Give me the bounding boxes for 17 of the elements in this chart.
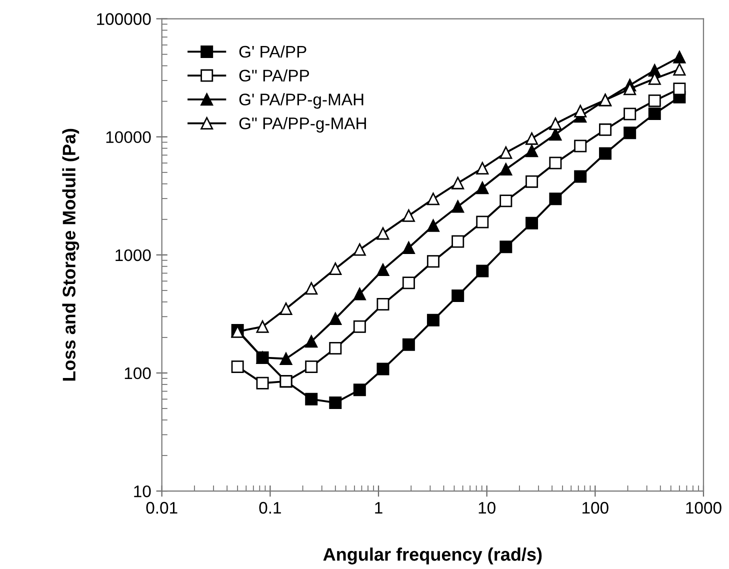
x-tick-label: 10	[478, 502, 496, 514]
y-tick-label: 1000	[116, 249, 151, 262]
x-tick-label: 0.1	[259, 502, 281, 514]
x-axis-title: Angular frequency (rad/s)	[323, 548, 542, 564]
x-tick-label: 100	[582, 502, 608, 514]
y-axis-title: Loss and Storage Moduli (Pa)	[62, 128, 80, 381]
legend-label: G' PA/PP-g-MAH	[239, 93, 364, 109]
x-tick-label: 1000	[686, 502, 722, 514]
y-tick-label: 10000	[106, 131, 151, 144]
y-tick-label: 100	[124, 367, 151, 380]
y-tick-label: 100000	[97, 13, 151, 25]
legend-label: G' PA/PP	[239, 45, 306, 58]
legend-label: G" PA/PP-g-MAH	[239, 117, 366, 133]
y-tick-label: 10	[134, 485, 151, 498]
x-tick-label: 0.01	[146, 502, 178, 514]
legend-label: G" PA/PP	[239, 69, 310, 82]
x-tick-label: 1	[375, 502, 382, 514]
